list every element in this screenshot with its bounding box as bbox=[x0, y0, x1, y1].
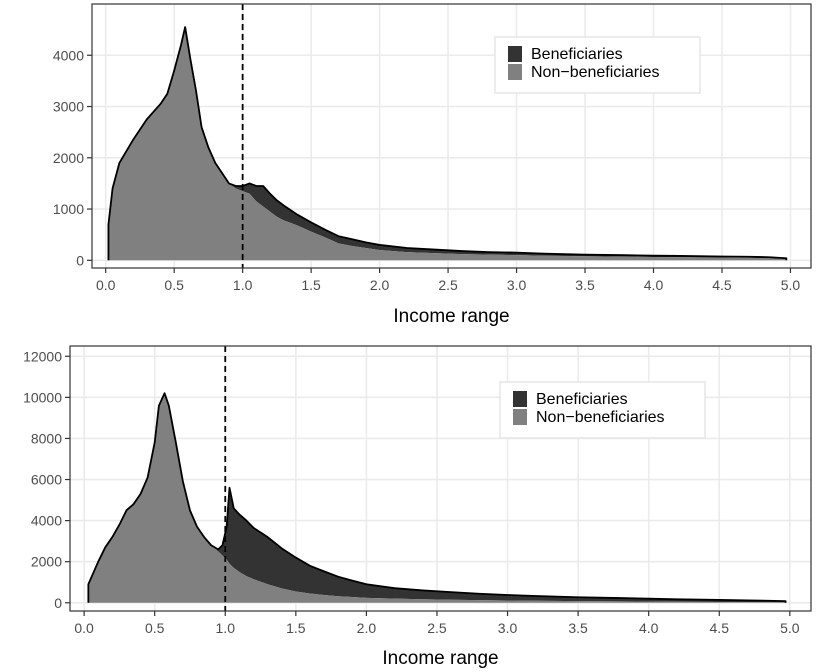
legend-box bbox=[494, 36, 701, 94]
x-tick-label: 3.5 bbox=[575, 277, 595, 293]
legend-label-non-beneficiaries: Non−beneficiaries bbox=[536, 409, 665, 426]
panel-border bbox=[91, 3, 812, 269]
area-non-beneficiaries bbox=[108, 27, 787, 261]
y-tick-label: 0 bbox=[54, 595, 62, 611]
x-tick-label: 2.5 bbox=[427, 620, 447, 636]
legend-swatch-non-beneficiaries bbox=[513, 409, 527, 425]
legend-swatch-beneficiaries bbox=[513, 391, 527, 407]
x-tick-label: 0.5 bbox=[145, 620, 165, 636]
area-beneficiaries bbox=[88, 393, 786, 603]
x-tick-label: 0.0 bbox=[96, 277, 116, 293]
x-tick-label: 1.5 bbox=[301, 277, 321, 293]
x-tick-label: 0.5 bbox=[164, 277, 184, 293]
legend-label-non-beneficiaries: Non−beneficiaries bbox=[531, 64, 660, 81]
x-axis-title: Income range bbox=[393, 306, 509, 327]
y-tick-label: 0 bbox=[76, 252, 84, 268]
x-tick-label: 4.0 bbox=[639, 620, 659, 636]
area-outline bbox=[107, 26, 788, 261]
legend-swatch-non-beneficiaries bbox=[508, 64, 522, 80]
x-tick-label: 4.0 bbox=[644, 277, 664, 293]
x-tick-label: 4.5 bbox=[712, 277, 732, 293]
y-tick-label: 1000 bbox=[53, 201, 84, 217]
x-tick-label: 1.5 bbox=[286, 620, 306, 636]
x-tick-label: 2.5 bbox=[438, 277, 458, 293]
legend-label-beneficiaries: Beneficiaries bbox=[531, 46, 623, 63]
legend-swatch-beneficiaries bbox=[508, 46, 522, 62]
x-tick-label: 3.0 bbox=[498, 620, 518, 636]
y-tick-label: 6000 bbox=[31, 472, 62, 488]
chart-panel-top: 0 1000 2000 3000 4000 0.0 0.5 1.0 1.5 2.0 2.5 3.0 3.… bbox=[53, 3, 812, 327]
x-tick-label: 0.0 bbox=[74, 620, 94, 636]
y-tick-label: 2000 bbox=[31, 554, 62, 570]
x-tick-label: 3.0 bbox=[507, 277, 527, 293]
x-axis-title: Income range bbox=[382, 648, 498, 669]
legend-box bbox=[499, 381, 706, 439]
area-outline bbox=[87, 392, 787, 603]
panel-border bbox=[69, 345, 812, 612]
chart-panel-bottom: 0 2000 4000 6000 8000 10000 12000 0.0 0.5 1.0 1.5 2… bbox=[23, 345, 812, 669]
x-tick-label: 3.5 bbox=[568, 620, 588, 636]
x-tick-label: 1.0 bbox=[216, 620, 236, 636]
x-tick-label: 5.0 bbox=[780, 620, 800, 636]
x-tick-label: 2.0 bbox=[370, 277, 390, 293]
x-tick-label: 2.0 bbox=[357, 620, 377, 636]
y-tick-label: 4000 bbox=[31, 513, 62, 529]
y-tick-label: 8000 bbox=[31, 430, 62, 446]
y-tick-label: 10000 bbox=[23, 389, 62, 405]
x-tick-label: 5.0 bbox=[781, 277, 801, 293]
y-tick-label: 3000 bbox=[53, 99, 84, 115]
x-tick-label: 4.5 bbox=[710, 620, 730, 636]
y-tick-label: 2000 bbox=[53, 150, 84, 166]
x-tick-label: 1.0 bbox=[233, 277, 253, 293]
y-tick-label: 12000 bbox=[23, 348, 62, 364]
legend-label-beneficiaries: Beneficiaries bbox=[536, 391, 628, 408]
y-tick-label: 4000 bbox=[53, 47, 84, 63]
